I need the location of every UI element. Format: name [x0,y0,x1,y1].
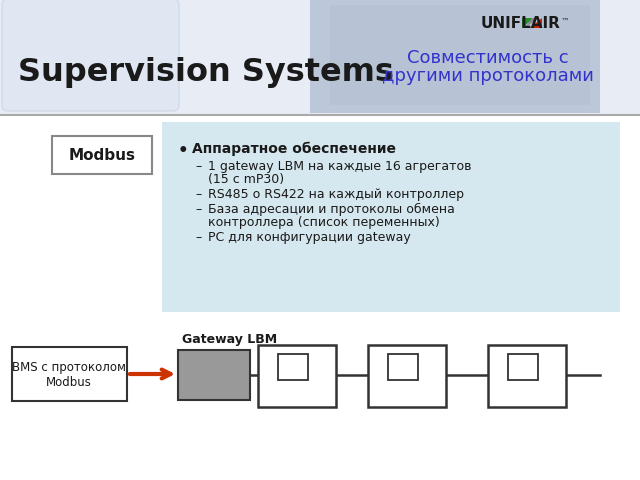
FancyBboxPatch shape [2,0,179,111]
Text: –: – [195,231,201,244]
Text: PC для конфигурации gateway: PC для конфигурации gateway [208,231,411,244]
Text: Совместимость с: Совместимость с [407,49,569,67]
Text: –: – [195,188,201,201]
Bar [258,345,336,407]
Text: Gateway LBM: Gateway LBM [182,334,277,347]
Bar [278,354,308,380]
Bar [488,345,566,407]
Bar [12,347,127,401]
Text: Аппаратное обеспечение: Аппаратное обеспечение [192,142,396,156]
Text: База адресации и протоколы обмена: База адресации и протоколы обмена [208,203,455,216]
Text: UNIFLAIR: UNIFLAIR [480,15,560,31]
Bar [162,122,620,312]
Text: RS485 о RS422 на каждый контроллер: RS485 о RS422 на каждый контроллер [208,188,464,201]
Text: –: – [195,160,201,173]
Polygon shape [530,18,542,28]
Text: другими протоколами: другими протоколами [382,67,594,85]
Bar [52,136,152,174]
Bar [388,354,418,380]
Bar [178,350,250,400]
Text: •: • [178,142,189,160]
Polygon shape [522,18,534,28]
Bar [0,0,640,115]
Text: Modbus: Modbus [68,148,136,164]
Bar [368,345,446,407]
Bar [310,0,600,113]
Polygon shape [525,18,538,28]
Text: BMS с протоколом
Modbus: BMS с протоколом Modbus [12,361,126,389]
Text: ™: ™ [561,17,570,26]
Bar [508,354,538,380]
Text: 1 gateway LBM на каждые 16 агрегатов: 1 gateway LBM на каждые 16 агрегатов [208,160,472,173]
Text: (15 с mP30): (15 с mP30) [208,173,284,186]
Text: –: – [195,203,201,216]
Bar [330,5,590,105]
Text: Supervision Systems: Supervision Systems [18,57,394,87]
Text: контроллера (список переменных): контроллера (список переменных) [208,216,440,229]
